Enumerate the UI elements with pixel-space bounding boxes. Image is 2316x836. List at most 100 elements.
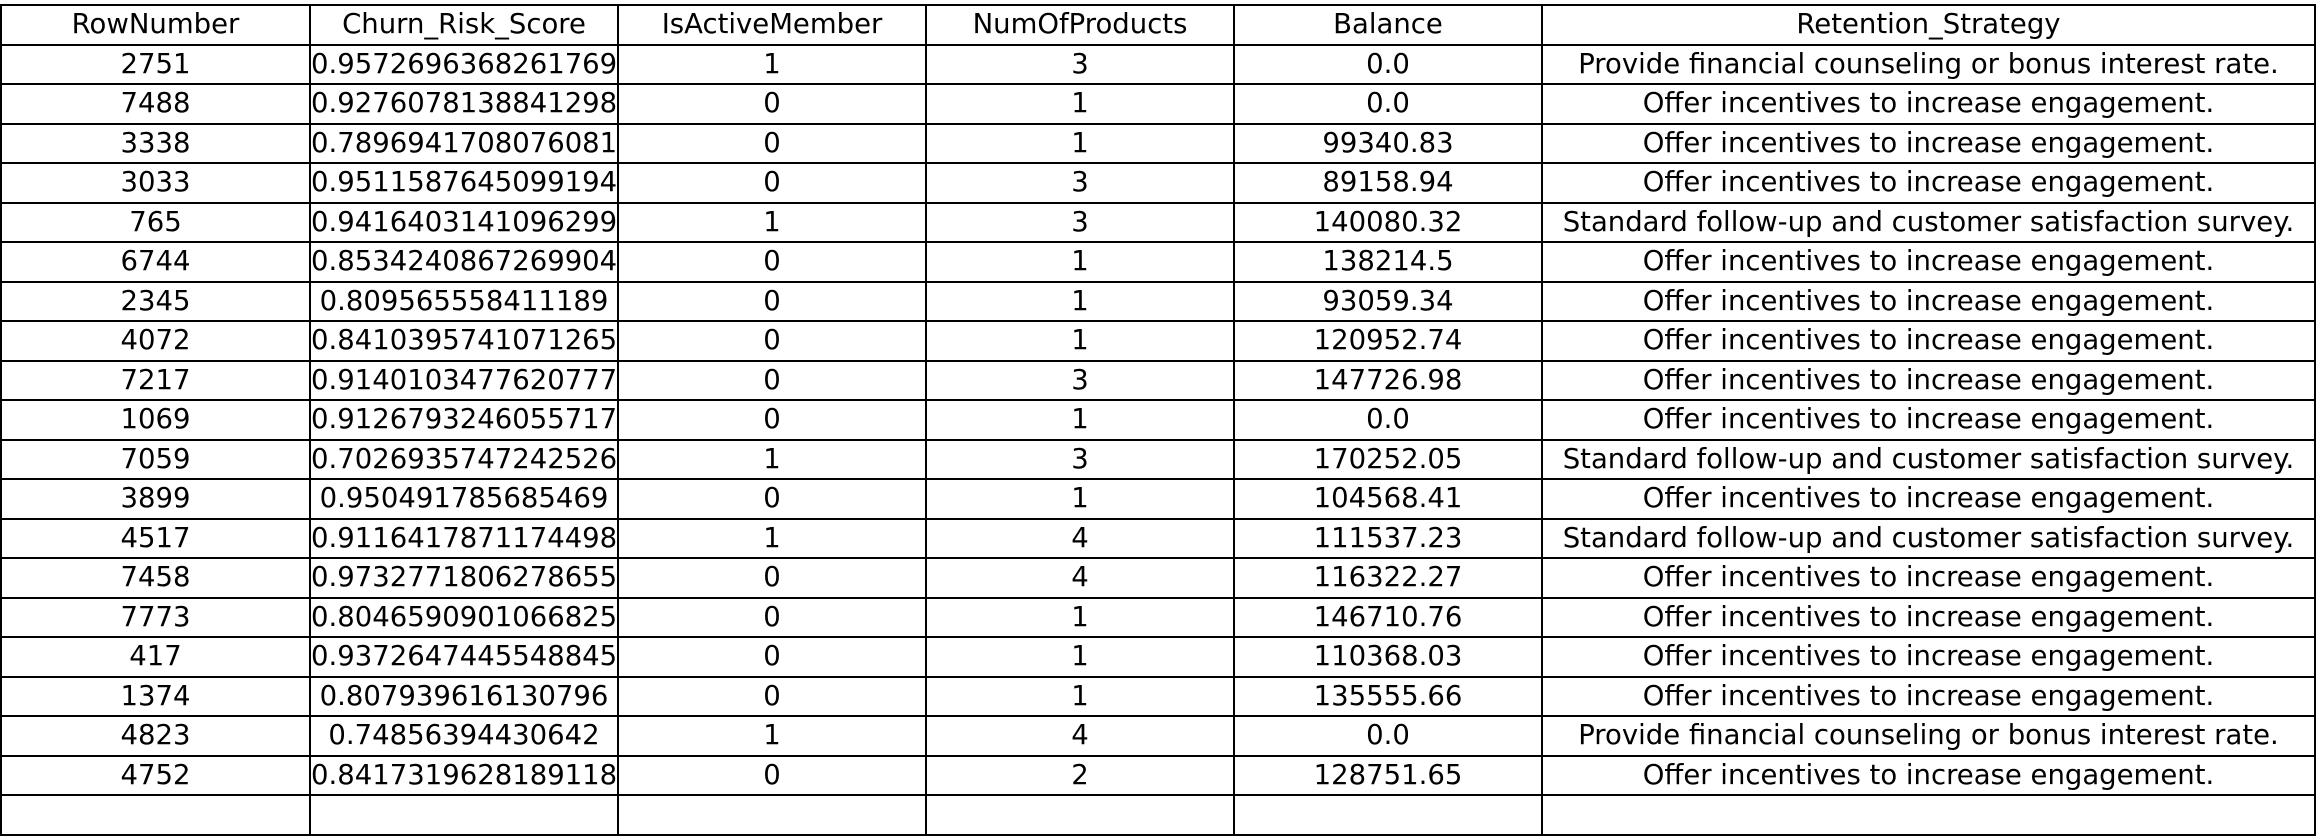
cell-balance: 140080.32 — [1233, 201, 1543, 243]
cell-balance: 111537.23 — [1233, 517, 1543, 559]
cell-churn-risk-score: 0.8046590901066825 — [309, 596, 619, 638]
cell-churn-risk-score: 0.8534240867269904 — [309, 241, 619, 283]
cell-is-active-member: 0 — [617, 636, 927, 678]
table-row: 7773 0.8046590901066825 0 1 146710.76 Offer i… — [0, 596, 2316, 638]
cell-is-active-member: 1 — [617, 517, 927, 559]
cell-retention-strategy: Offer incentives to increase engagement. — [1541, 122, 2316, 164]
cell-is-active-member: 1 — [617, 201, 927, 243]
column-header-is-active-member: IsActiveMember — [617, 4, 927, 46]
cell-retention-strategy: Standard follow-up and customer satisfac… — [1541, 438, 2316, 480]
cell-is-active-member: 0 — [617, 359, 927, 401]
cell-balance: 89158.94 — [1233, 162, 1543, 204]
cell-num-of-products: 2 — [925, 754, 1235, 796]
cell-balance: 138214.5 — [1233, 241, 1543, 283]
cell-row-number: 4517 — [0, 517, 311, 559]
column-header-num-of-products: NumOfProducts — [925, 4, 1235, 46]
cell-row-number: 765 — [0, 201, 311, 243]
cell-is-active-member: 0 — [617, 596, 927, 638]
table-row: 1374 0.807939616130796 0 1 135555.66 Offer in… — [0, 675, 2316, 717]
cell-num-of-products: 3 — [925, 438, 1235, 480]
cell-row-number: 2345 — [0, 280, 311, 322]
cell-is-active-member: 0 — [617, 557, 927, 599]
data-table: RowNumber Churn_Risk_Score IsActiveMember N… — [0, 4, 2316, 836]
cell-retention-strategy: Offer incentives to increase engagement. — [1541, 557, 2316, 599]
table-row: 4517 0.9116417871174498 1 4 111537.23 Standar… — [0, 517, 2316, 559]
cell-row-number: 1374 — [0, 675, 311, 717]
table-row: 7217 0.9140103477620777 0 3 147726.98 Offer i… — [0, 359, 2316, 401]
table-row: 4823 0.74856394430642 1 4 0.0 Provide financi… — [0, 715, 2316, 757]
table-row: 7488 0.9276078138841298 0 1 0.0 Offer incenti… — [0, 83, 2316, 125]
cell-retention-strategy: Offer incentives to increase engagement. — [1541, 320, 2316, 362]
table-row: 4072 0.8410395741071265 0 1 120952.74 Offer i… — [0, 320, 2316, 362]
cell-churn-risk-score: 0.7026935747242526 — [309, 438, 619, 480]
cell-balance: 0.0 — [1233, 83, 1543, 125]
column-header-retention-strategy: Retention_Strategy — [1541, 4, 2316, 46]
cell-retention-strategy: Provide financial counseling or bonus in… — [1541, 43, 2316, 85]
cell-retention-strategy: Offer incentives to increase engagement. — [1541, 241, 2316, 283]
cell-is-active-member: 1 — [617, 715, 927, 757]
cell-row-number: 7217 — [0, 359, 311, 401]
column-header-churn-risk-score: Churn_Risk_Score — [309, 4, 619, 46]
column-header-row-number: RowNumber — [0, 4, 311, 46]
table-row: 2345 0.809565558411189 0 1 93059.34 Offer inc… — [0, 280, 2316, 322]
data-table-container: RowNumber Churn_Risk_Score IsActiveMember N… — [0, 4, 2316, 836]
cell-num-of-products: 3 — [925, 359, 1235, 401]
cell-is-active-member: 0 — [617, 83, 927, 125]
cell-retention-strategy: Offer incentives to increase engagement. — [1541, 636, 2316, 678]
cell-churn-risk-score: 0.8417319628189118 — [309, 754, 619, 796]
cell-churn-risk-score: 0.950491785685469 — [309, 478, 619, 520]
cell-row-number: 417 — [0, 636, 311, 678]
column-header-balance: Balance — [1233, 4, 1543, 46]
table-row: 2751 0.9572696368261769 1 3 0.0 Provide finan… — [0, 43, 2316, 85]
cell-balance: 93059.34 — [1233, 280, 1543, 322]
cell-row-number — [0, 794, 311, 836]
cell-row-number: 2751 — [0, 43, 311, 85]
cell-churn-risk-score — [309, 794, 619, 836]
cell-churn-risk-score: 0.9126793246055717 — [309, 399, 619, 441]
cell-retention-strategy: Offer incentives to increase engagement. — [1541, 162, 2316, 204]
table-row: 7458 0.9732771806278655 0 4 116322.27 Offer i… — [0, 557, 2316, 599]
cell-num-of-products: 1 — [925, 596, 1235, 638]
cell-num-of-products: 1 — [925, 83, 1235, 125]
cell-row-number: 3899 — [0, 478, 311, 520]
cell-churn-risk-score: 0.9416403141096299 — [309, 201, 619, 243]
cell-churn-risk-score: 0.807939616130796 — [309, 675, 619, 717]
table-row: 3338 0.7896941708076081 0 1 99340.83 Offer in… — [0, 122, 2316, 164]
cell-retention-strategy: Provide financial counseling or bonus in… — [1541, 715, 2316, 757]
cell-num-of-products: 3 — [925, 43, 1235, 85]
cell-num-of-products: 3 — [925, 162, 1235, 204]
cell-row-number: 3338 — [0, 122, 311, 164]
table-row: 4752 0.8417319628189118 0 2 128751.65 Offer i… — [0, 754, 2316, 796]
cell-balance: 120952.74 — [1233, 320, 1543, 362]
cell-churn-risk-score: 0.74856394430642 — [309, 715, 619, 757]
table-row: 7059 0.7026935747242526 1 3 170252.05 Standar… — [0, 438, 2316, 480]
cell-balance: 0.0 — [1233, 715, 1543, 757]
cell-churn-risk-score: 0.7896941708076081 — [309, 122, 619, 164]
cell-is-active-member: 0 — [617, 280, 927, 322]
cell-churn-risk-score: 0.9116417871174498 — [309, 517, 619, 559]
cell-num-of-products: 3 — [925, 201, 1235, 243]
cell-row-number: 3033 — [0, 162, 311, 204]
cell-retention-strategy — [1541, 794, 2316, 836]
cell-num-of-products: 1 — [925, 636, 1235, 678]
cell-row-number: 1069 — [0, 399, 311, 441]
cell-is-active-member: 0 — [617, 320, 927, 362]
cell-balance: 99340.83 — [1233, 122, 1543, 164]
cell-row-number: 7773 — [0, 596, 311, 638]
table-row: 3033 0.9511587645099194 0 3 89158.94 Offer in… — [0, 162, 2316, 204]
cell-num-of-products: 4 — [925, 517, 1235, 559]
cell-num-of-products: 1 — [925, 399, 1235, 441]
cell-balance: 110368.03 — [1233, 636, 1543, 678]
cell-is-active-member: 1 — [617, 43, 927, 85]
cell-retention-strategy: Standard follow-up and customer satisfac… — [1541, 201, 2316, 243]
cell-balance: 0.0 — [1233, 399, 1543, 441]
cell-retention-strategy: Offer incentives to increase engagement. — [1541, 399, 2316, 441]
table-row — [0, 794, 2316, 836]
cell-churn-risk-score: 0.9276078138841298 — [309, 83, 619, 125]
cell-row-number: 7059 — [0, 438, 311, 480]
cell-num-of-products: 1 — [925, 122, 1235, 164]
cell-retention-strategy: Offer incentives to increase engagement. — [1541, 280, 2316, 322]
cell-num-of-products: 1 — [925, 241, 1235, 283]
cell-churn-risk-score: 0.809565558411189 — [309, 280, 619, 322]
cell-balance: 128751.65 — [1233, 754, 1543, 796]
